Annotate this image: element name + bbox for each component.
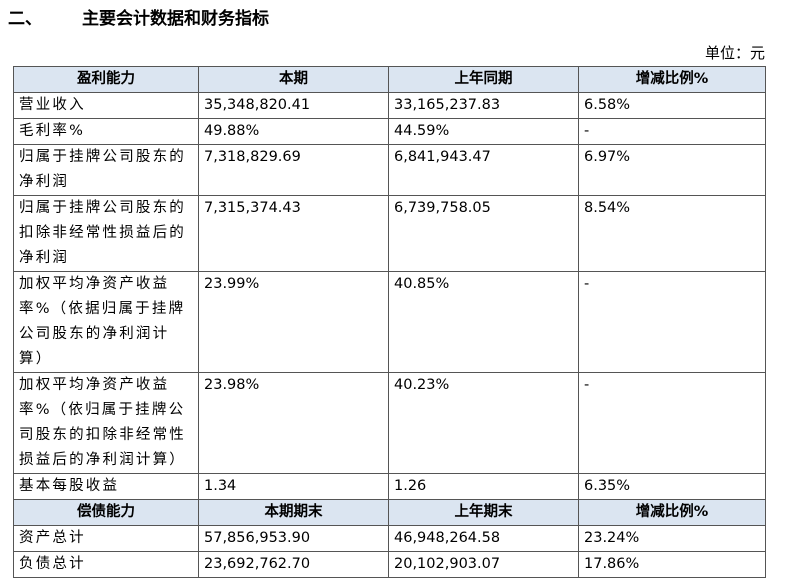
cell: 6.97% bbox=[578, 144, 766, 196]
cell: - bbox=[578, 271, 766, 373]
row-label: 负债总计 bbox=[13, 551, 199, 578]
cell: 40.23% bbox=[388, 372, 579, 474]
table-row: 归属于挂牌公司股东的扣除非经常性损益后的净利润 7,315,374.43 6,739… bbox=[13, 195, 766, 272]
cell: 8.54% bbox=[578, 195, 766, 272]
row-label: 资产总计 bbox=[13, 525, 199, 552]
unit-label: 单位：元 bbox=[704, 44, 765, 62]
financial-table: 盈利能力 本期 上年同期 增减比例% 营业收入 35,348,820.41 33,165,2… bbox=[13, 66, 766, 578]
header-cell: 增减比例% bbox=[578, 499, 766, 526]
header-row: 偿债能力 本期期末 上年期末 增减比例% bbox=[13, 499, 766, 526]
cell: 33,165,237.83 bbox=[388, 92, 579, 119]
table-row: 毛利率% 49.88% 44.59% - bbox=[13, 118, 766, 145]
table-row: 基本每股收益 1.34 1.26 6.35% bbox=[13, 473, 766, 500]
header-cell: 本期 bbox=[198, 66, 389, 93]
header-cell: 盈利能力 bbox=[13, 66, 199, 93]
table-row: 归属于挂牌公司股东的净利润 7,318,829.69 6,841,943.47 6.9… bbox=[13, 144, 766, 196]
row-label: 归属于挂牌公司股东的扣除非经常性损益后的净利润 bbox=[13, 195, 199, 272]
header-cell: 增减比例% bbox=[578, 66, 766, 93]
table-row: 加权平均净资产收益率%（依归属于挂牌公司股东的扣除非经常性损益后的净利润计算） 2… bbox=[13, 372, 766, 474]
table-row: 资产总计 57,856,953.90 46,948,264.58 23.24% bbox=[13, 525, 766, 552]
header-cell: 上年同期 bbox=[388, 66, 579, 93]
cell: 1.34 bbox=[198, 473, 389, 500]
row-label: 归属于挂牌公司股东的净利润 bbox=[13, 144, 199, 196]
cell: 46,948,264.58 bbox=[388, 525, 579, 552]
cell: 6.35% bbox=[578, 473, 766, 500]
cell: 7,318,829.69 bbox=[198, 144, 389, 196]
row-label: 加权平均净资产收益率%（依据归属于挂牌公司股东的净利润计算） bbox=[13, 271, 199, 373]
heading-number: 二、 bbox=[8, 9, 42, 29]
cell: - bbox=[578, 118, 766, 145]
cell: 23,692,762.70 bbox=[198, 551, 389, 578]
header-row: 盈利能力 本期 上年同期 增减比例% bbox=[13, 66, 766, 93]
table-row: 负债总计 23,692,762.70 20,102,903.07 17.86% bbox=[13, 551, 766, 578]
header-cell: 本期期末 bbox=[198, 499, 389, 526]
cell: 6,841,943.47 bbox=[388, 144, 579, 196]
cell: - bbox=[578, 372, 766, 474]
row-label: 基本每股收益 bbox=[13, 473, 199, 500]
cell: 49.88% bbox=[198, 118, 389, 145]
cell: 35,348,820.41 bbox=[198, 92, 389, 119]
heading: 二、 主要会计数据和财务指标 bbox=[8, 4, 269, 29]
header-cell: 偿债能力 bbox=[13, 499, 199, 526]
row-label: 毛利率% bbox=[13, 118, 199, 145]
header-cell: 上年期末 bbox=[388, 499, 579, 526]
table-row: 营业收入 35,348,820.41 33,165,237.83 6.58% bbox=[13, 92, 766, 119]
cell: 20,102,903.07 bbox=[388, 551, 579, 578]
row-label: 加权平均净资产收益率%（依归属于挂牌公司股东的扣除非经常性损益后的净利润计算） bbox=[13, 372, 199, 474]
cell: 57,856,953.90 bbox=[198, 525, 389, 552]
cell: 7,315,374.43 bbox=[198, 195, 389, 272]
cell: 40.85% bbox=[388, 271, 579, 373]
cell: 6.58% bbox=[578, 92, 766, 119]
cell: 23.24% bbox=[578, 525, 766, 552]
cell: 6,739,758.05 bbox=[388, 195, 579, 272]
heading-title: 主要会计数据和财务指标 bbox=[82, 9, 269, 29]
table-row: 加权平均净资产收益率%（依据归属于挂牌公司股东的净利润计算） 23.99% 40.8… bbox=[13, 271, 766, 373]
cell: 17.86% bbox=[578, 551, 766, 578]
cell: 1.26 bbox=[388, 473, 579, 500]
cell: 23.98% bbox=[198, 372, 389, 474]
cell: 23.99% bbox=[198, 271, 389, 373]
row-label: 营业收入 bbox=[13, 92, 199, 119]
cell: 44.59% bbox=[388, 118, 579, 145]
